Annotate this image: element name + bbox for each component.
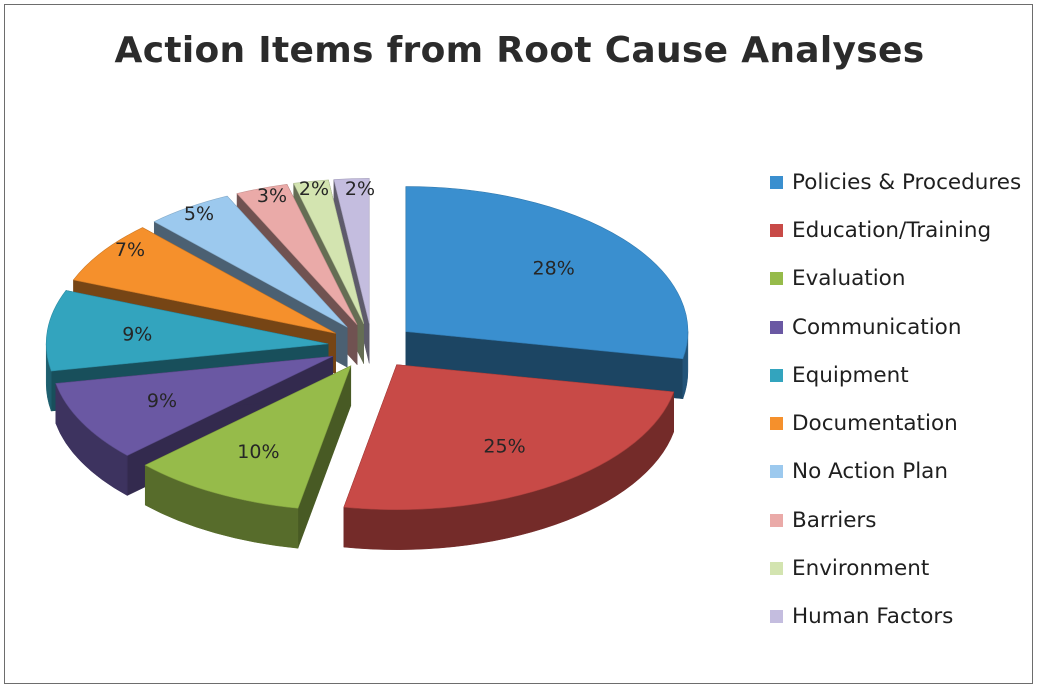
pie-slice-education-training bbox=[343, 364, 675, 550]
legend-swatch bbox=[770, 223, 783, 237]
legend-label: Communication bbox=[792, 314, 962, 340]
legend-item-education-training: Education/Training bbox=[770, 206, 1021, 254]
legend-item-human-factors: Human Factors bbox=[770, 593, 1021, 641]
data-label-education-training: 25% bbox=[483, 435, 525, 457]
data-label-barriers: 3% bbox=[257, 185, 287, 207]
data-label-communication: 9% bbox=[147, 390, 177, 412]
legend-label: Barriers bbox=[792, 507, 877, 533]
legend-swatch bbox=[770, 465, 783, 479]
legend-swatch bbox=[770, 610, 783, 624]
legend-label: Evaluation bbox=[792, 266, 906, 292]
legend-label: Education/Training bbox=[792, 217, 992, 243]
legend-swatch bbox=[770, 562, 783, 576]
legend-label: Documentation bbox=[792, 411, 958, 437]
chart-title: Action Items from Root Cause Analyses bbox=[114, 30, 925, 71]
legend-item-communication: Communication bbox=[770, 303, 1021, 351]
legend-swatch bbox=[770, 320, 783, 334]
legend-item-no-action-plan: No Action Plan bbox=[770, 448, 1021, 496]
legend-label: Environment bbox=[792, 556, 930, 582]
legend-label: No Action Plan bbox=[792, 459, 948, 485]
chart-legend: Policies & Procedures Education/Training E… bbox=[770, 158, 1021, 641]
legend-swatch bbox=[770, 175, 783, 189]
data-label-human-factors: 2% bbox=[345, 178, 375, 200]
data-label-environment: 2% bbox=[299, 178, 329, 200]
legend-item-environment: Environment bbox=[770, 544, 1021, 592]
legend-label: Policies & Procedures bbox=[792, 169, 1022, 195]
legend-label: Equipment bbox=[792, 362, 909, 388]
legend-swatch bbox=[770, 513, 783, 527]
legend-label: Human Factors bbox=[792, 604, 954, 630]
pie-slice-policies-and-procedures bbox=[405, 186, 689, 400]
legend-item-equipment: Equipment bbox=[770, 351, 1021, 399]
legend-item-documentation: Documentation bbox=[770, 399, 1021, 447]
legend-swatch bbox=[770, 417, 783, 431]
legend-item-evaluation: Evaluation bbox=[770, 255, 1021, 303]
legend-item-policies-and-procedures: Policies & Procedures bbox=[770, 158, 1021, 206]
pie-slice-evaluation bbox=[144, 365, 352, 549]
data-label-policies-and-procedures: 28% bbox=[533, 258, 575, 280]
legend-swatch bbox=[770, 272, 783, 286]
data-label-documentation: 7% bbox=[115, 239, 145, 261]
data-label-evaluation: 10% bbox=[237, 441, 279, 463]
legend-item-barriers: Barriers bbox=[770, 496, 1021, 544]
data-label-equipment: 9% bbox=[122, 324, 152, 346]
legend-swatch bbox=[770, 368, 783, 382]
data-label-no-action-plan: 5% bbox=[184, 203, 214, 225]
